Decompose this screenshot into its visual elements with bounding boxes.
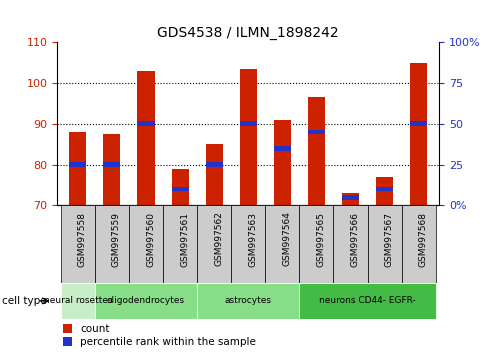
Bar bbox=[410, 121, 427, 126]
Text: GSM997565: GSM997565 bbox=[316, 212, 325, 267]
Bar bbox=[138, 71, 155, 205]
Text: GSM997558: GSM997558 bbox=[78, 212, 87, 267]
Bar bbox=[299, 283, 436, 319]
Bar bbox=[342, 195, 359, 200]
Bar bbox=[240, 121, 257, 126]
Bar bbox=[61, 205, 95, 283]
Text: GSM997568: GSM997568 bbox=[419, 212, 428, 267]
Bar bbox=[240, 69, 257, 205]
Text: neurons CD44- EGFR-: neurons CD44- EGFR- bbox=[319, 296, 416, 306]
Bar bbox=[61, 283, 95, 319]
Bar bbox=[197, 283, 299, 319]
Bar bbox=[95, 205, 129, 283]
Text: GSM997562: GSM997562 bbox=[214, 212, 223, 267]
Bar bbox=[299, 205, 333, 283]
Bar bbox=[376, 177, 393, 205]
Bar bbox=[69, 162, 86, 167]
Bar bbox=[308, 97, 325, 205]
Text: cell type: cell type bbox=[2, 296, 47, 306]
Text: GSM997567: GSM997567 bbox=[385, 212, 394, 267]
Bar bbox=[308, 130, 325, 135]
Bar bbox=[103, 134, 120, 205]
Bar bbox=[265, 205, 299, 283]
Bar bbox=[274, 120, 291, 205]
Text: oligodendrocytes: oligodendrocytes bbox=[107, 296, 185, 306]
Bar bbox=[410, 63, 427, 205]
Bar bbox=[103, 162, 120, 167]
Bar bbox=[206, 144, 223, 205]
Text: GSM997559: GSM997559 bbox=[112, 212, 121, 267]
Bar bbox=[172, 169, 189, 205]
Text: GSM997561: GSM997561 bbox=[180, 212, 189, 267]
Text: GSM997560: GSM997560 bbox=[146, 212, 155, 267]
Text: GSM997563: GSM997563 bbox=[248, 212, 257, 267]
Legend: count, percentile rank within the sample: count, percentile rank within the sample bbox=[62, 324, 256, 347]
Text: astrocytes: astrocytes bbox=[225, 296, 272, 306]
Bar bbox=[333, 205, 368, 283]
Bar bbox=[197, 205, 231, 283]
Bar bbox=[172, 187, 189, 192]
Bar bbox=[376, 187, 393, 192]
Bar bbox=[206, 162, 223, 167]
Bar bbox=[368, 205, 402, 283]
Bar bbox=[342, 193, 359, 205]
Bar bbox=[95, 283, 197, 319]
Bar bbox=[69, 132, 86, 205]
Text: GSM997564: GSM997564 bbox=[282, 212, 291, 267]
Text: neural rosettes: neural rosettes bbox=[43, 296, 112, 306]
Bar bbox=[138, 121, 155, 126]
Bar bbox=[129, 205, 163, 283]
Bar bbox=[402, 205, 436, 283]
Text: GSM997566: GSM997566 bbox=[350, 212, 359, 267]
Title: GDS4538 / ILMN_1898242: GDS4538 / ILMN_1898242 bbox=[158, 26, 339, 40]
Bar bbox=[274, 146, 291, 151]
Bar bbox=[231, 205, 265, 283]
Bar bbox=[163, 205, 197, 283]
